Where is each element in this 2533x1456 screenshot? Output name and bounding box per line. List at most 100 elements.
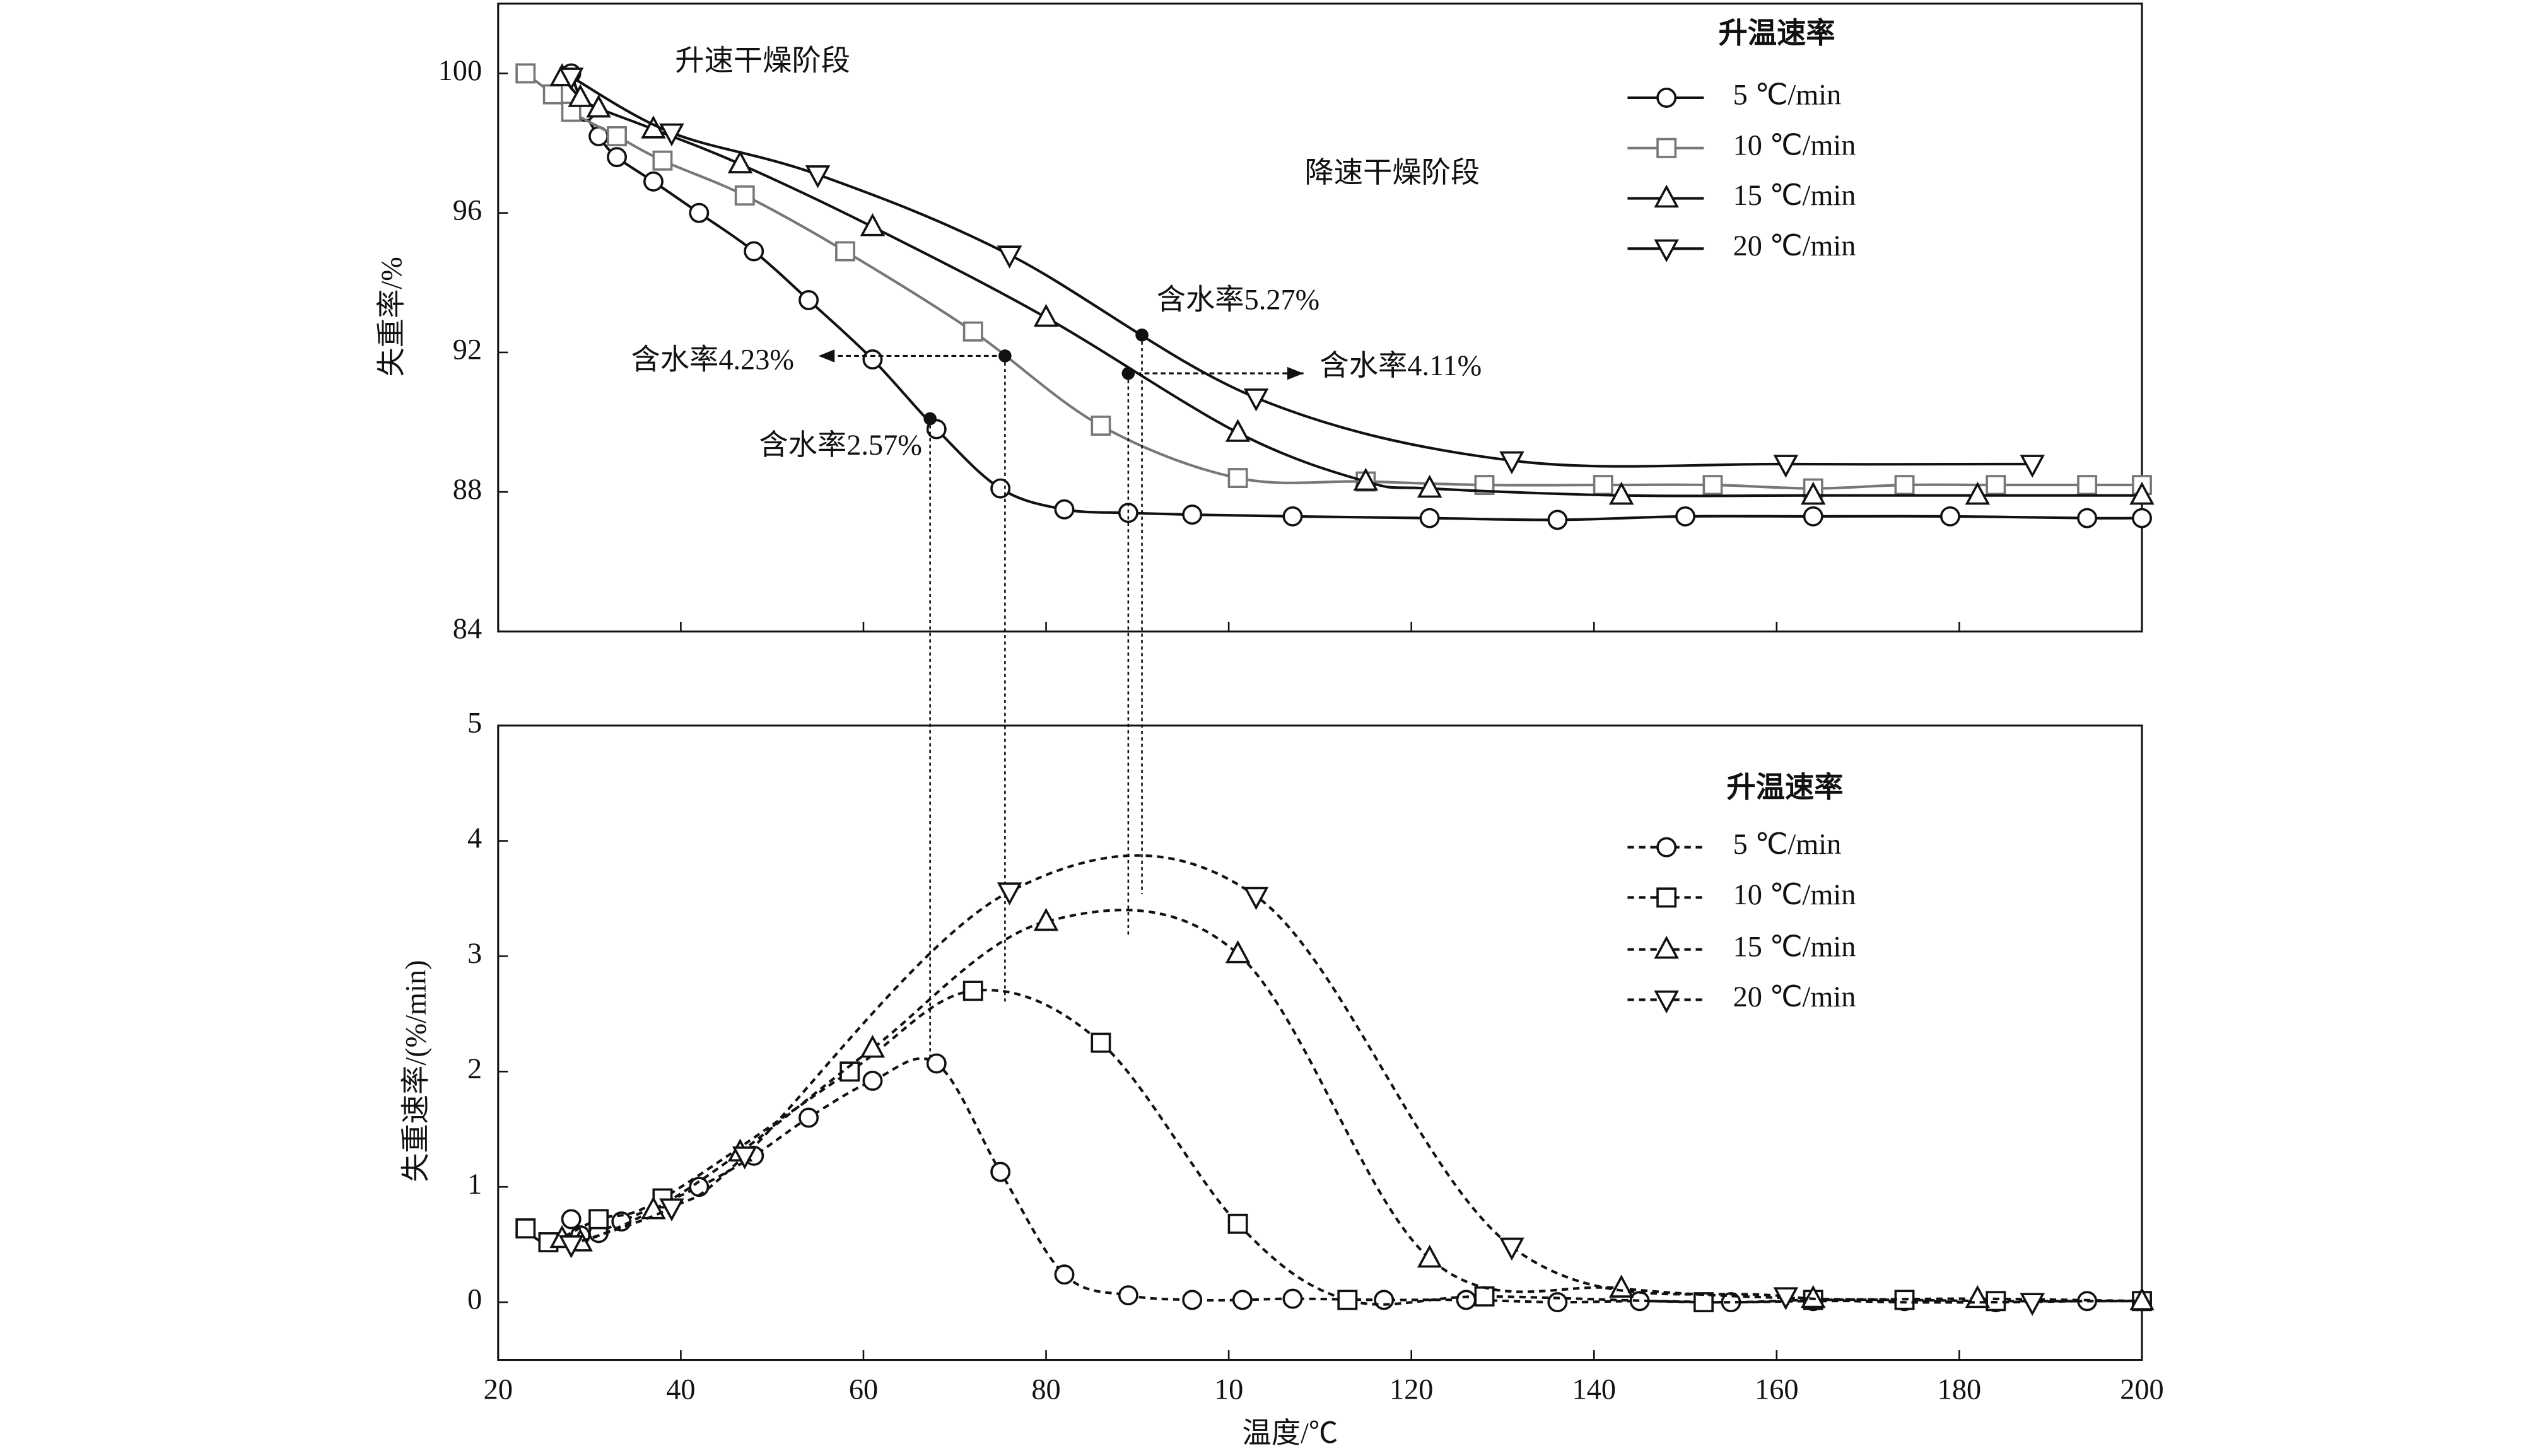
- marker: [1374, 1290, 1395, 1310]
- marker: [2129, 1287, 2155, 1310]
- marker: [1054, 1264, 1075, 1285]
- marker: [1232, 1290, 1253, 1310]
- marker: [607, 126, 627, 146]
- y-tick-label: 5: [467, 707, 482, 739]
- marker: [799, 289, 819, 310]
- marker: [2020, 455, 2045, 478]
- marker: [1118, 1285, 1138, 1306]
- marker: [962, 321, 983, 342]
- marker: [538, 1232, 559, 1252]
- legend-label: 5 ℃/min: [1733, 79, 1842, 112]
- marker: [1894, 475, 1915, 496]
- stage-label: 升速干燥阶段: [675, 45, 850, 78]
- legend-label: 10 ℃/min: [1733, 879, 1856, 911]
- y-axis-label: 失重率/%: [376, 257, 408, 376]
- marker: [1243, 887, 1269, 911]
- x-tick-label: 80: [1031, 1374, 1060, 1406]
- legend-title: 升温速率: [1726, 771, 1843, 804]
- marker: [1965, 1284, 1991, 1308]
- y-tick-label: 2: [467, 1053, 482, 1085]
- marker: [1091, 1032, 1111, 1053]
- marker: [1654, 184, 1679, 208]
- marker: [1474, 1286, 1495, 1307]
- legend-label: 5 ℃/min: [1733, 829, 1842, 861]
- marker: [586, 94, 611, 118]
- marker: [558, 67, 584, 91]
- marker: [1243, 388, 1269, 412]
- y-tick-label: 100: [438, 55, 482, 87]
- y-tick-label: 84: [453, 613, 482, 645]
- arrow-head: [1287, 366, 1304, 380]
- marker: [2129, 481, 2155, 505]
- x-tick-label: 40: [666, 1374, 695, 1406]
- marker: [860, 1034, 886, 1058]
- marker: [1608, 1274, 1634, 1298]
- key-point: [998, 349, 1012, 363]
- x-tick-label: 20: [484, 1374, 513, 1406]
- y-tick-label: 3: [467, 938, 482, 970]
- marker: [1225, 940, 1251, 964]
- marker: [659, 123, 684, 147]
- marker: [659, 1198, 684, 1221]
- marker: [1282, 1288, 1303, 1309]
- legend-label: 15 ℃/min: [1733, 180, 1856, 212]
- series-line: [570, 854, 2033, 1304]
- marker: [652, 150, 673, 171]
- marker: [1054, 499, 1075, 520]
- marker: [1803, 506, 1823, 527]
- marker: [1986, 475, 2006, 496]
- marker: [1894, 1290, 1915, 1310]
- x-tick-label: 120: [1389, 1374, 1433, 1406]
- marker: [1656, 837, 1677, 858]
- legend-label: 10 ℃/min: [1733, 129, 1856, 161]
- marker: [1654, 990, 1679, 1014]
- marker: [1033, 907, 1059, 931]
- y-tick-label: 1: [467, 1168, 482, 1201]
- marker: [727, 150, 753, 173]
- x-tick-label: 160: [1755, 1374, 1798, 1406]
- marker: [1773, 1287, 1799, 1310]
- marker: [1182, 1290, 1203, 1310]
- marker: [2077, 475, 2098, 496]
- marker: [862, 1071, 883, 1091]
- x-tick-label: 140: [1572, 1374, 1616, 1406]
- marker: [1773, 455, 1799, 478]
- marker: [1800, 1284, 1826, 1308]
- y-axis-label: 失重速率/(%/min): [400, 960, 432, 1182]
- x-tick-label: 60: [849, 1374, 878, 1406]
- marker: [1353, 467, 1379, 491]
- annotation: 含水率2.57%: [759, 429, 921, 462]
- series-line: [524, 989, 2142, 1306]
- marker: [1800, 481, 1826, 505]
- marker: [568, 84, 593, 107]
- marker: [1656, 88, 1677, 108]
- marker: [1702, 475, 1723, 496]
- marker: [2020, 1293, 2045, 1316]
- legend-label: 20 ℃/min: [1733, 230, 1856, 262]
- marker: [1091, 416, 1111, 436]
- marker: [860, 213, 886, 236]
- key-point: [923, 412, 937, 426]
- marker: [1499, 451, 1524, 475]
- marker: [744, 241, 764, 262]
- x-tick-label: 10: [1214, 1374, 1243, 1406]
- marker: [926, 1053, 947, 1074]
- marker: [805, 165, 831, 189]
- marker: [1654, 935, 1679, 959]
- annotation: 含水率5.27%: [1157, 284, 1319, 316]
- marker: [515, 63, 536, 84]
- annotation: 含水率4.23%: [631, 344, 793, 376]
- marker: [558, 1235, 584, 1259]
- marker: [1939, 506, 1960, 527]
- legend-label: 20 ℃/min: [1733, 981, 1856, 1013]
- series-line: [561, 909, 2143, 1303]
- x-tick-label: 200: [2120, 1374, 2163, 1406]
- marker: [1456, 1290, 1477, 1310]
- y-tick-label: 0: [467, 1284, 482, 1316]
- marker: [1227, 1213, 1248, 1234]
- plot-frame: [497, 3, 2143, 632]
- marker: [990, 1162, 1011, 1182]
- marker: [1547, 510, 1568, 530]
- marker: [515, 1218, 536, 1239]
- marker: [1965, 481, 1991, 505]
